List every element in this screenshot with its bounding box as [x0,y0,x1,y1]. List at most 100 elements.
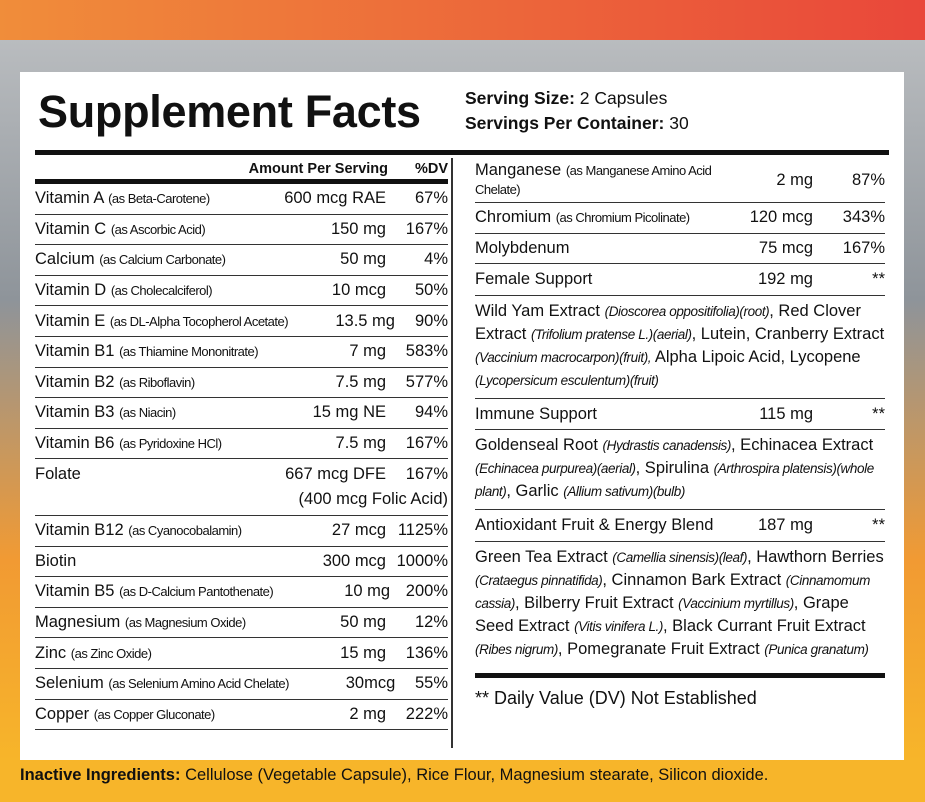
daily-value: ** [872,404,885,423]
nutrient-row: Magnesium (as Magnesium Oxide) 50 mg 12% [35,608,448,639]
nutrient-name-cell: Vitamin B2 (as Riboflavin) [35,373,261,392]
amount: 10 mcg [331,281,386,300]
nutrient-source: (as Manganese Amino Acid Chelate) [475,163,712,197]
daily-value: 1125% [397,521,448,540]
ingredient-text: Green Tea Extract [475,547,613,566]
column-header: Amount Per Serving %DV [35,158,448,184]
nutrient-source: (as Selenium Amino Acid Chelate) [108,676,289,692]
ingredient-text: , Cinnamon Bark Extract [602,570,786,589]
blend-description: Wild Yam Extract (Dioscorea oppositifoli… [475,294,885,398]
daily-value: 55% [414,674,448,693]
blend-description: Green Tea Extract (Camellia sinensis)(le… [475,540,885,667]
nutrient-name-cell: Manganese (as Manganese Amino Acid Chela… [475,158,723,202]
nutrient-source: (as Riboflavin) [119,374,195,390]
nutrient-row: Copper (as Copper Gluconate) 2 mg 222% [35,700,448,731]
nutrient-name: Vitamin C [35,219,107,238]
nutrient-block: Folate 667 mcg DFE 167% (400 mcg Folic Acid… [35,459,448,516]
nutrient-row: Folate 667 mcg DFE 167% [35,459,448,490]
ingredient-text: , Black Currant Fruit Extract [663,616,866,635]
label: Serving Size: [465,88,575,108]
nutrient-source: (as Chromium Picolinate) [555,210,690,226]
nutrient-row: Vitamin C (as Ascorbic Acid) 150 mg 167% [35,215,448,246]
nutrient-row: Vitamin B12 (as Cyanocobalamin) 27 mcg 112… [35,516,448,547]
ingredient-text: , Grape Seed Extract [475,593,849,635]
nutrient-row: Vitamin B5 (as D-Calcium Pantothenate) 10… [35,577,448,608]
amount: 50 mg [340,250,386,269]
daily-value: 50% [414,281,448,300]
amount-header: Amount Per Serving [248,160,388,177]
nutrient-name: Female Support [475,269,593,288]
nutrient-source: (as Thiamine Mononitrate) [119,344,259,360]
daily-value: 222% [405,704,448,723]
nutrient-name: Vitamin B1 [35,342,115,361]
amount: 15 mg [340,643,386,662]
daily-value: 87% [851,170,885,189]
amount: 75 mcg [758,238,813,257]
nutrient-row: Molybdenum 75 mcg 167% [475,234,885,265]
nutrient-source: (as Zinc Oxide) [70,645,152,661]
nutrient-name-cell: Vitamin B6 (as Pyridoxine HCl) [35,434,261,453]
nutrient-name-cell: Vitamin B5 (as D-Calcium Pantothenate) [35,582,274,601]
ingredient-text: (Vaccinium macrocarpon)(fruit), [475,349,652,365]
nutrient-source: (as Cyanocobalamin) [128,523,242,539]
ingredient-text: (Cinnamomum cassia) [475,572,870,611]
ingredient-text: , Pomegranate Fruit Extract [557,639,765,658]
nutrient-row: Selenium (as Selenium Amino Acid Chelate… [35,669,448,700]
nutrient-name: Vitamin D [35,281,107,300]
ingredient-text: Alpha Lipoic Acid, Lycopene [651,347,861,366]
nutrient-name-cell: Biotin [35,552,261,571]
nutrient-row: Vitamin B6 (as Pyridoxine HCl) 7.5 mg 167% [35,429,448,460]
nutrient-name-cell: Chromium (as Chromium Picolinate) [475,205,723,230]
nutrient-name-cell: Vitamin A (as Beta-Carotene) [35,189,261,208]
ingredient-text: (Echinacea purpurea)(aerial) [475,461,636,477]
amount: 667 mcg DFE [285,465,386,484]
ingredient-text: (Allium sativum)(bulb) [563,484,685,500]
amount: 15 mg NE [312,403,386,422]
rule [35,150,889,155]
ingredient-text: , Lutein, Cranberry Extract [691,324,885,343]
nutrient-name-cell: Vitamin E (as DL-Alpha Tocopherol Acetat… [35,312,289,331]
nutrient-source: (as Magnesium Oxide) [124,615,246,631]
blend-description: Goldenseal Root (Hydrastis canadensis), … [475,429,885,509]
ingredient-text: (Arthrospira platensis)(whole plant) [475,461,874,500]
nutrient-name-cell: Antioxidant Fruit & Energy Blend [475,513,723,538]
nutrient-source: (as Niacin) [119,405,176,421]
ingredient-text: , Spirulina [635,459,714,478]
nutrient-row: Chromium (as Chromium Picolinate) 120 mcg… [475,203,885,234]
nutrient-name: Manganese [475,161,562,179]
nutrient-name-cell: Female Support [475,267,723,292]
nutrient-name: Selenium [35,674,104,693]
amount: 13.5 mg [335,311,395,330]
nutrient-name: Magnesium [35,613,121,632]
nutrient-name: Molybdenum [475,238,570,257]
nutrient-source: (as Calcium Carbonate) [99,252,226,268]
nutrient-name-cell: Immune Support [475,402,723,427]
nutrient-name: Vitamin B3 [35,403,115,422]
nutrient-name: Immune Support [475,404,597,423]
left-column: Amount Per Serving %DV Vitamin A (as Beta… [35,158,453,748]
nutrient-name-cell: Molybdenum [475,236,723,261]
amount: 27 mcg [331,521,386,540]
nutrient-name-cell: Zinc (as Zinc Oxide) [35,644,261,663]
nutrient-name-cell: Selenium (as Selenium Amino Acid Chelate… [35,674,289,693]
text: Cellulose (Vegetable Capsule), Rice Flou… [185,766,769,784]
nutrient-name-cell: Vitamin C (as Ascorbic Acid) [35,220,261,239]
nutrient-name-cell: Vitamin B3 (as Niacin) [35,403,261,422]
label: Servings Per Container: [465,113,665,133]
ingredient-text: (Punica granatum) [764,641,869,657]
amount: 192 mg [757,269,813,288]
label: Inactive Ingredients: [20,766,181,784]
nutrient-row: Immune Support 115 mg ** [475,399,885,430]
blend-block: Female Support 192 mg ** Wild Yam Extract (… [475,264,885,399]
amount: 50 mg [340,613,386,632]
amount: 115 mg [759,404,813,423]
nutrient-name: Vitamin B6 [35,434,115,453]
inactive-ingredients: Inactive Ingredients: Cellulose (Vegetab… [20,766,768,785]
blend-block: Immune Support 115 mg ** Goldenseal Root (H… [475,399,885,511]
nutrient-source: (as DL-Alpha Tocopherol Acetate) [109,313,289,329]
nutrient-name: Vitamin B5 [35,582,115,601]
daily-value: 12% [414,613,448,632]
nutrient-name: Vitamin B2 [35,372,115,391]
amount: 10 mg [344,582,391,601]
dv-header: %DV [414,160,448,177]
